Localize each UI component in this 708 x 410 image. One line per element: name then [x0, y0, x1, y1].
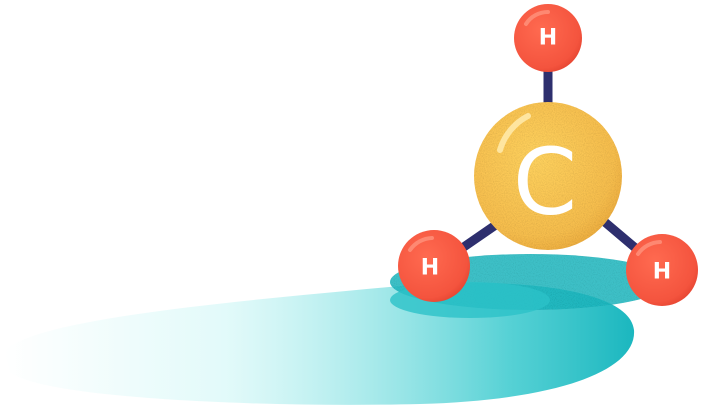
carbon-atom: C — [474, 102, 622, 250]
hydrogen-atom-left: H — [398, 230, 470, 302]
hydrogen-label-left: H — [421, 256, 439, 281]
hydrogen-atom-right: H — [626, 234, 698, 306]
shadow-puddle — [4, 254, 670, 405]
hydrogen-label-top: H — [539, 26, 557, 51]
carbon-label: C — [513, 129, 577, 236]
hydrogen-label-right: H — [653, 260, 671, 285]
hydrogen-atom-top: H — [514, 4, 582, 72]
